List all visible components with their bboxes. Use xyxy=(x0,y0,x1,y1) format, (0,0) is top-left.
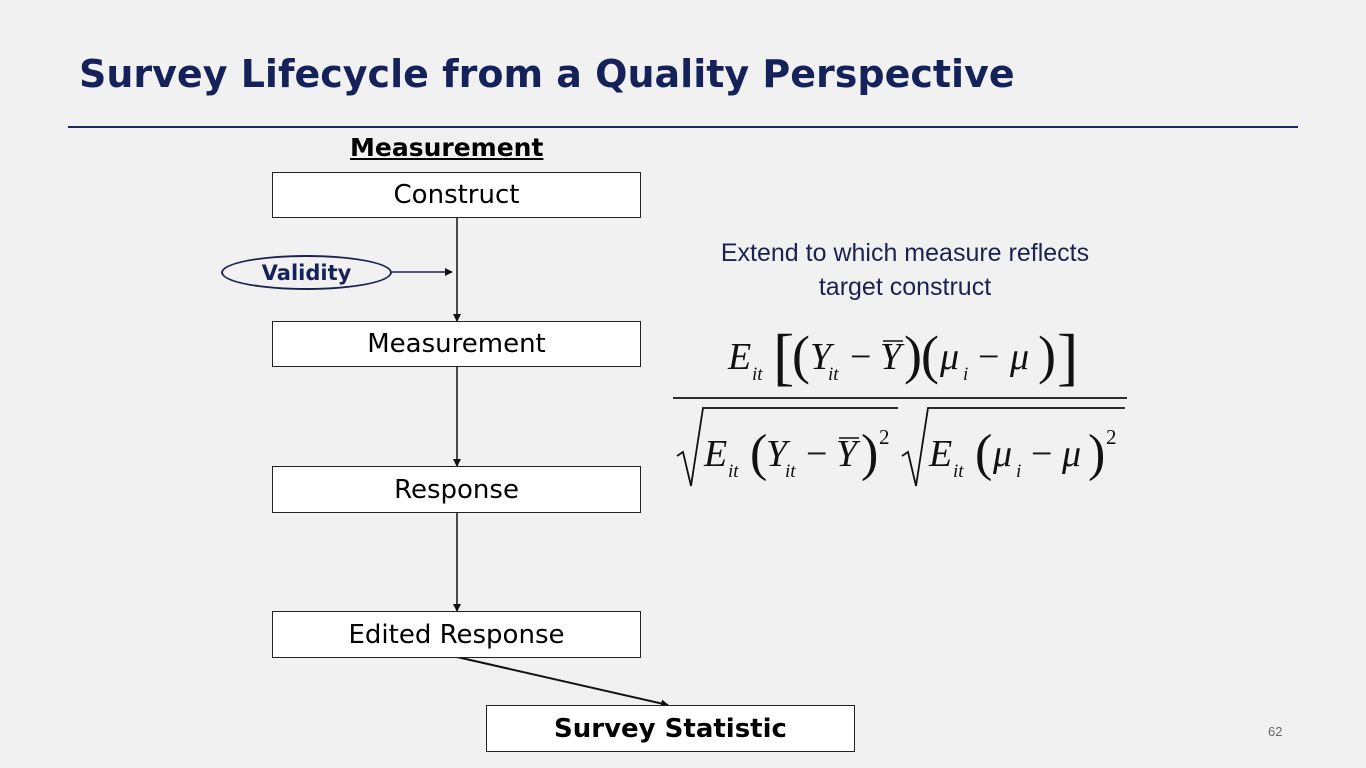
denominator-y: Y xyxy=(766,433,791,475)
denominator-paren-2-open: ( xyxy=(975,425,992,482)
denominator-paren-2-close: ) xyxy=(1088,425,1105,482)
numerator-y: Y xyxy=(810,336,835,378)
denominator-paren-1-open: ( xyxy=(750,425,767,482)
numerator-expectation: E xyxy=(727,336,751,378)
description-line-1: Extend to which measure reflects xyxy=(720,239,1090,267)
denominator-y-bar: Y xyxy=(836,433,861,475)
validity-annotation: Validity xyxy=(221,255,392,290)
denominator-y-subscript: it xyxy=(785,461,796,482)
numerator-paren-1-close: ) xyxy=(904,325,922,385)
numerator-expectation-subscript: it xyxy=(752,364,763,385)
edited-response-box: Edited Response xyxy=(272,611,641,658)
measurement-box: Measurement xyxy=(272,321,641,367)
numerator-mu-i: μ xyxy=(939,336,959,378)
numerator-minus-2: − xyxy=(978,336,999,378)
numerator-left-bracket: [ xyxy=(773,321,794,392)
formula-numerator: E it [ ( Y it − Y ) ( μ i − μ ) ] xyxy=(727,321,1078,392)
denominator-expectation-1-subscript: it xyxy=(728,461,739,482)
title-divider xyxy=(68,126,1298,128)
numerator-mu-subscript: i xyxy=(963,364,968,385)
denominator-mu-subscript: i xyxy=(1016,461,1021,482)
denominator-expectation-2: E xyxy=(928,433,952,475)
denominator-radical-1 xyxy=(676,407,898,487)
numerator-paren-1-open: ( xyxy=(792,325,810,385)
denominator-expectation-2-subscript: it xyxy=(953,461,964,482)
formula-denominator: E it ( Y it − Y ) 2 E it ( μ i − μ ) 2 xyxy=(676,407,1125,487)
denominator-square-1: 2 xyxy=(879,425,890,449)
numerator-minus-1: − xyxy=(850,336,871,378)
survey-statistic-box: Survey Statistic xyxy=(486,705,855,752)
validity-description: Extend to which measure reflects target … xyxy=(655,236,1155,304)
numerator-right-bracket: ] xyxy=(1057,321,1078,392)
denominator-minus-2: − xyxy=(1031,433,1052,475)
description-line-2: target construct xyxy=(818,273,992,301)
measurement-heading: Measurement xyxy=(350,133,544,162)
denominator-minus-1: − xyxy=(806,433,827,475)
numerator-y-bar: Y xyxy=(880,336,905,378)
denominator-mu-i: μ xyxy=(992,433,1012,475)
construct-box: Construct xyxy=(272,172,641,218)
numerator-paren-2-close: ) xyxy=(1038,325,1056,385)
denominator-mu: μ xyxy=(1061,433,1081,475)
arrow-edited-response-to-survey-statistic xyxy=(456,656,669,708)
slide-title: Survey Lifecycle from a Quality Perspect… xyxy=(79,52,1015,96)
denominator-square-2: 2 xyxy=(1106,425,1117,449)
denominator-expectation-1: E xyxy=(703,433,727,475)
response-box: Response xyxy=(272,466,641,513)
numerator-mu: μ xyxy=(1009,336,1029,378)
denominator-radical-2 xyxy=(901,407,1125,487)
denominator-paren-1-close: ) xyxy=(861,425,878,482)
numerator-y-subscript: it xyxy=(828,364,839,385)
numerator-paren-2-open: ( xyxy=(921,325,939,385)
page-number: 62 xyxy=(1268,724,1283,739)
